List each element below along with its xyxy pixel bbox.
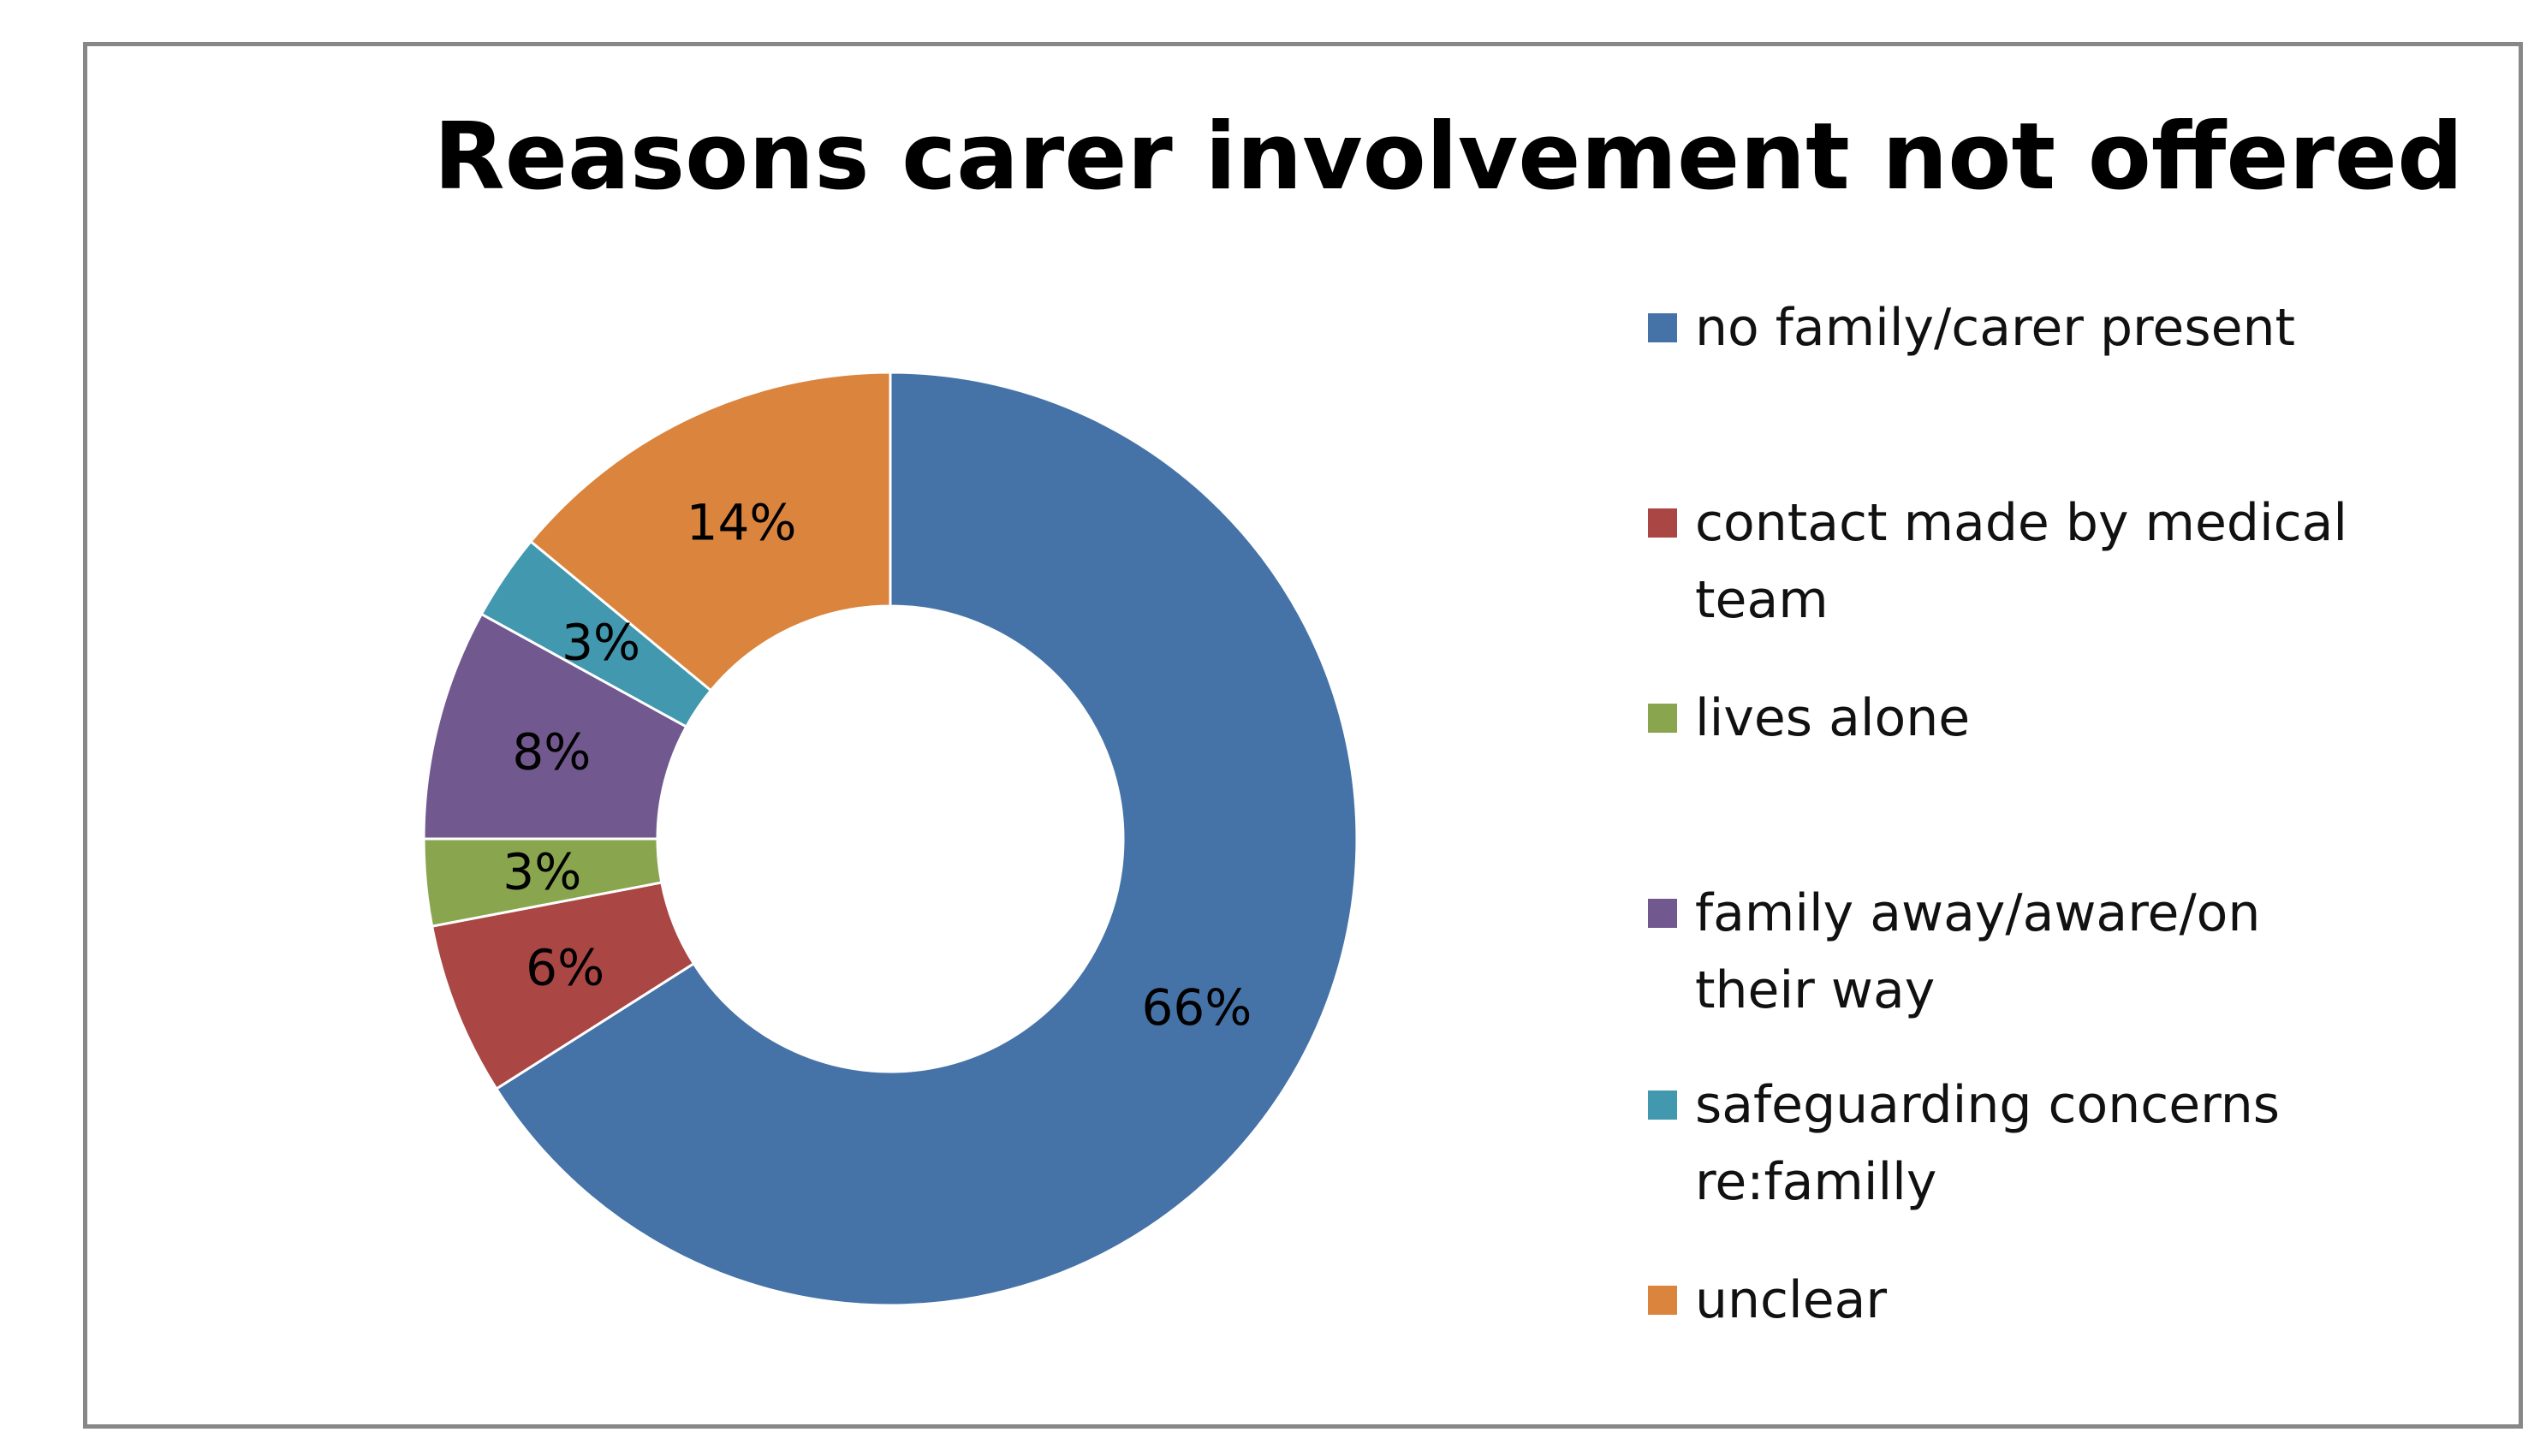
legend-label: safeguarding concerns re:familly — [1695, 1075, 2281, 1212]
legend-label: lives alone — [1695, 688, 1971, 748]
slice-label-lives-alone: 3% — [503, 842, 581, 900]
legend-label: no family/carer present — [1695, 298, 2296, 358]
legend-label: unclear — [1695, 1270, 1888, 1330]
slice-unclear — [528, 371, 892, 692]
legend-swatch — [1648, 508, 1677, 538]
slice-family-away-aware-on-their-way — [422, 612, 688, 841]
legend-swatch — [1648, 899, 1677, 928]
slice-label-contact-made-by-medical-team: 6% — [526, 938, 604, 996]
slice-label-no-family-carer-present: 66% — [1142, 978, 1252, 1037]
slice-label-safeguarding-concerns-re-familly: 3% — [562, 613, 640, 671]
legend-swatch — [1648, 1286, 1677, 1315]
slice-label-family-away-aware-on-their-way: 8% — [512, 722, 591, 781]
legend-swatch — [1648, 1091, 1677, 1120]
legend-label: contact made by medical team — [1695, 493, 2348, 630]
slice-no-family-carer-present — [494, 371, 1359, 1307]
legend: no family/carer present contact made by … — [1648, 289, 2513, 1385]
legend-swatch — [1648, 313, 1677, 342]
chart-title: Reasons carer involvement not offered — [433, 104, 2464, 211]
slice-label-unclear: 14% — [687, 493, 797, 551]
legend-label: family away/aware/on their way — [1695, 883, 2261, 1020]
legend-swatch — [1648, 704, 1677, 733]
